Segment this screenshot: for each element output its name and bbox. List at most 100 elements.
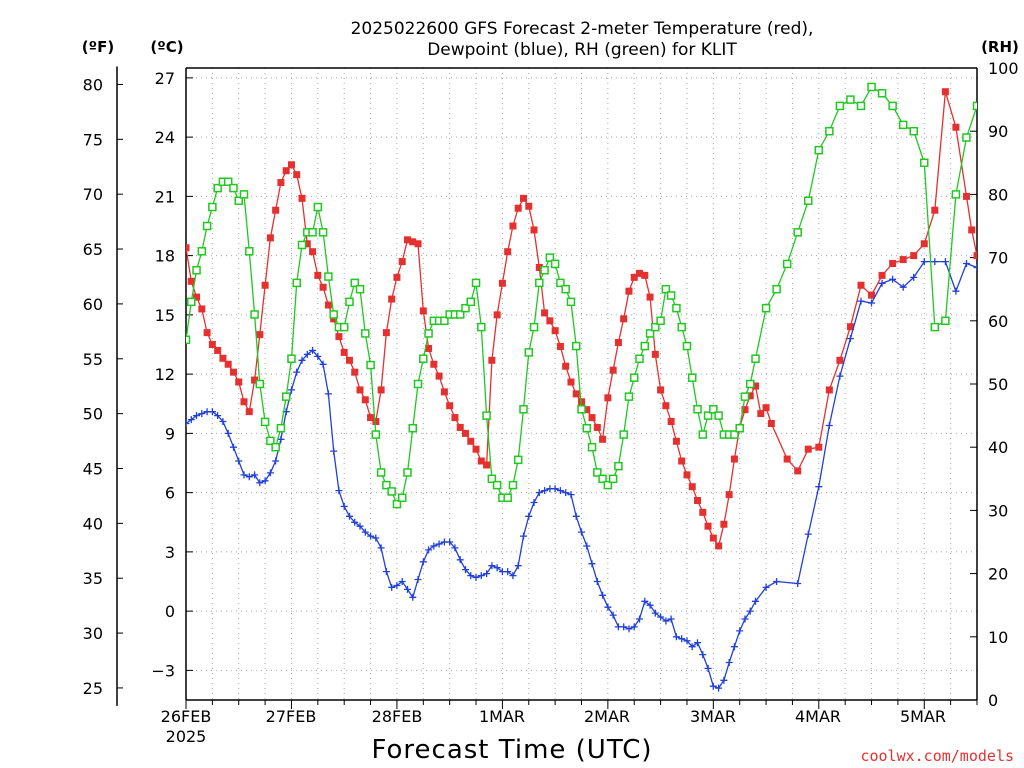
temperature-point	[657, 386, 665, 394]
dewpoint-point	[230, 443, 237, 451]
celsius-tick-label: 27	[155, 69, 175, 88]
dewpoint-point	[261, 477, 269, 485]
fahrenheit-unit-label: (ºF)	[82, 38, 114, 56]
dewpoint-point	[219, 418, 227, 425]
temperature-point	[604, 394, 612, 402]
rh-point	[651, 322, 660, 332]
rh-point	[608, 474, 618, 484]
dewpoint-point	[804, 530, 812, 538]
temperature-point	[551, 327, 559, 335]
dewpoint-point	[356, 522, 364, 530]
dewpoint-point	[694, 639, 701, 647]
rh-point	[846, 95, 855, 104]
rh-point	[593, 468, 602, 477]
fahrenheit-tick-label: 25	[83, 679, 103, 698]
dewpoint-point	[667, 615, 675, 623]
x-tick-label-2: 28FEB	[372, 707, 423, 726]
dewpoint-point	[699, 651, 707, 659]
temperature-point	[836, 356, 844, 364]
dewpoint-point	[235, 457, 243, 465]
rh-point	[709, 405, 718, 414]
dewpoint-point	[952, 287, 960, 295]
rh-point	[413, 379, 423, 389]
temperature-point	[962, 192, 970, 200]
credit-link[interactable]: coolwx.com/models	[860, 747, 1014, 765]
dewpoint-point	[588, 560, 596, 568]
rh-point	[761, 303, 771, 313]
celsius-tick-label: 3	[165, 543, 175, 562]
dewpoint-point	[293, 368, 301, 376]
dewpoint-point	[377, 544, 385, 552]
dewpoint-point	[535, 489, 543, 497]
temperature-point	[889, 260, 897, 268]
temperature-point	[572, 390, 580, 398]
dewpoint-point	[346, 512, 353, 520]
rh-point	[540, 265, 549, 275]
dewpoint-point	[752, 597, 759, 605]
rh-point	[814, 145, 824, 155]
temperature-point	[636, 269, 644, 277]
dewpoint-point	[456, 556, 464, 564]
temperature-point	[583, 406, 591, 414]
temperature-point	[430, 360, 438, 368]
temperature-point	[651, 350, 659, 358]
rh-point	[645, 329, 655, 338]
axes: 25 30 35 40 45 50 55 60 65 70 75 80 −3 0 3 6 9 12 15 18 21 24…	[83, 59, 1019, 710]
dewpoint-point	[683, 637, 691, 645]
dewpoint-point	[361, 528, 369, 536]
temperature-point	[857, 281, 865, 289]
temperature-point	[393, 273, 401, 281]
dewpoint-point	[889, 275, 897, 283]
rh-point	[782, 259, 792, 269]
rh-point	[234, 196, 243, 205]
rh-point	[614, 461, 623, 471]
rh-point	[513, 455, 523, 465]
series-layer	[186, 82, 996, 692]
temperature-point	[699, 508, 707, 516]
dewpoint-series	[186, 258, 996, 692]
celsius-tick-label: 18	[155, 247, 175, 266]
fahrenheit-tick-label: 70	[83, 185, 103, 204]
celsius-tick-label: 12	[155, 365, 175, 384]
rh-point	[192, 265, 201, 275]
dewpoint-point	[651, 609, 659, 617]
temperature-point	[282, 167, 290, 175]
temperature-point	[461, 429, 469, 437]
rh-point	[561, 284, 570, 294]
celsius-tick-label: 0	[165, 602, 175, 621]
dewpoint-point	[198, 410, 206, 418]
rh-point	[260, 417, 270, 427]
temperature-point	[757, 410, 765, 418]
temperature-point	[730, 455, 738, 463]
temperature-point	[498, 279, 506, 287]
temperature-point	[709, 534, 717, 542]
dewpoint-point	[319, 360, 327, 368]
rh-point	[603, 480, 613, 490]
temperature-point	[293, 171, 301, 179]
rh-point	[202, 221, 212, 231]
temperature-point	[667, 418, 675, 426]
temperature-point	[973, 252, 977, 260]
temperature-point	[440, 388, 448, 396]
x-tick-label-0: 26FEB	[161, 707, 212, 726]
dewpoint-point	[989, 276, 996, 283]
temperature-point	[330, 315, 338, 323]
temperature-point	[546, 317, 554, 325]
dewpoint-point	[562, 489, 570, 497]
dewpoint-line	[186, 260, 977, 689]
rh-point	[672, 303, 681, 313]
temperature-point	[593, 423, 601, 431]
temperature-point	[398, 258, 406, 266]
dewpoint-point	[340, 502, 348, 510]
temperature-point	[672, 437, 680, 445]
dewpoint-point	[556, 487, 564, 495]
x-tick-label-1: 27FEB	[266, 707, 317, 726]
celsius-tick-label: 24	[155, 128, 175, 147]
dewpoint-point	[846, 335, 854, 343]
rh-point	[598, 474, 607, 484]
temperature-point	[361, 396, 369, 404]
temperature-point	[614, 339, 622, 347]
rh-point	[350, 278, 359, 288]
temperature-point	[678, 457, 686, 465]
dewpoint-point	[941, 258, 949, 266]
